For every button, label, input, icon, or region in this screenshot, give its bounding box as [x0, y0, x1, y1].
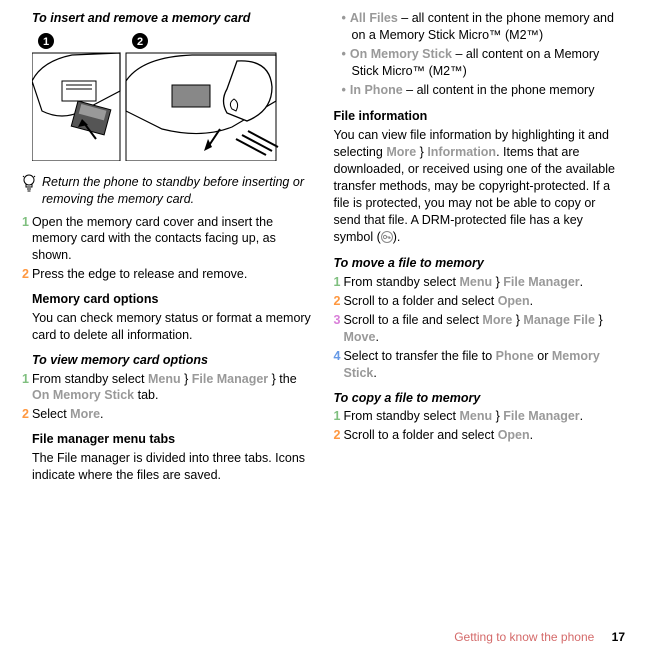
move-step-4: 4Select to transfer the file to Phone or… — [334, 348, 626, 382]
memory-card-options-heading: Memory card options — [22, 291, 314, 308]
bullet-all-files: •All Files – all content in the phone me… — [334, 10, 626, 44]
file-information-heading: File information — [334, 108, 626, 125]
memory-card-illustration: 1 2 — [22, 31, 314, 166]
bullet-in-phone: •In Phone – all content in the phone mem… — [334, 82, 626, 99]
footer-page-number: 17 — [612, 630, 625, 644]
memory-card-options-text: You can check memory status or format a … — [22, 310, 314, 344]
move-step-2: 2Scroll to a folder and select Open. — [334, 293, 626, 310]
svg-text:2: 2 — [137, 36, 143, 48]
key-icon — [381, 232, 393, 246]
move-step-1: 1From standby select Menu } File Manager… — [334, 274, 626, 291]
insert-remove-heading: To insert and remove a memory card — [22, 10, 314, 27]
move-step-3: 3Scroll to a file and select More } Mana… — [334, 312, 626, 346]
tip-text: Return the phone to standby before inser… — [42, 174, 314, 208]
view-memory-options-heading: To view memory card options — [22, 352, 314, 369]
bullet-on-memory-stick: •On Memory Stick – all content on a Memo… — [334, 46, 626, 80]
file-information-text: You can view file information by highlig… — [334, 127, 626, 247]
file-manager-tabs-text: The File manager is divided into three t… — [22, 450, 314, 484]
view-options-step-1: 1From standby select Menu } File Manager… — [22, 371, 314, 405]
move-file-heading: To move a file to memory — [334, 255, 626, 272]
copy-file-heading: To copy a file to memory — [334, 390, 626, 407]
tip-row: Return the phone to standby before inser… — [22, 174, 314, 208]
lightbulb-icon — [22, 174, 36, 197]
footer-section-title: Getting to know the phone — [454, 630, 594, 644]
svg-text:1: 1 — [43, 36, 49, 48]
view-options-step-2: 2Select More. — [22, 406, 314, 423]
file-manager-tabs-heading: File manager menu tabs — [22, 431, 314, 448]
insert-step-1: 1Open the memory card cover and insert t… — [22, 214, 314, 265]
insert-step-2: 2Press the edge to release and remove. — [22, 266, 314, 283]
copy-step-2: 2Scroll to a folder and select Open. — [334, 427, 626, 444]
copy-step-1: 1From standby select Menu } File Manager… — [334, 408, 626, 425]
page-footer: Getting to know the phone 17 — [454, 629, 625, 645]
